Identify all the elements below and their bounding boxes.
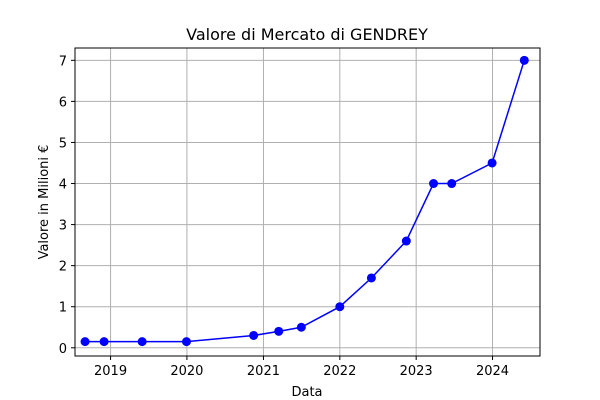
y-tick-label: 3 [59, 219, 67, 234]
data-point [181, 337, 191, 347]
series-line [85, 60, 526, 343]
data-point [335, 302, 345, 312]
data-point [519, 55, 529, 65]
series-layer [80, 55, 529, 347]
y-tick-label: 5 [59, 136, 67, 151]
data-point [249, 330, 259, 340]
y-tick-label: 2 [59, 260, 67, 275]
data-point [296, 322, 306, 332]
y-axis-label: Valore in Milioni € [37, 145, 52, 260]
data-point [487, 158, 497, 168]
x-tick-label: 2020 [170, 364, 203, 379]
x-axis-label: Data [291, 385, 322, 400]
data-point [366, 273, 376, 283]
y-tick-label: 6 [59, 95, 67, 110]
x-tick-label: 2023 [400, 364, 433, 379]
data-point [447, 179, 457, 189]
chart-title: Valore di Mercato di GENDREY [186, 25, 428, 44]
data-point [80, 337, 90, 347]
plot-frame [74, 47, 541, 357]
data-point [137, 337, 147, 347]
y-tick-label: 0 [59, 342, 67, 357]
x-tick-label: 2024 [476, 364, 509, 379]
y-tick-label: 1 [59, 301, 67, 316]
axis-ticks: 2019 2020 2021 2022 2023 2024 0 1 2 3 4 5 6 7 [59, 54, 509, 379]
data-point [99, 337, 109, 347]
y-tick-label: 7 [59, 54, 67, 69]
x-tick-label: 2021 [247, 364, 280, 379]
data-point [274, 326, 284, 336]
x-tick-label: 2019 [94, 364, 127, 379]
grid [75, 48, 540, 356]
y-tick-label: 4 [59, 178, 67, 193]
data-point [429, 179, 439, 189]
data-point [401, 236, 411, 246]
x-tick-label: 2022 [323, 364, 356, 379]
